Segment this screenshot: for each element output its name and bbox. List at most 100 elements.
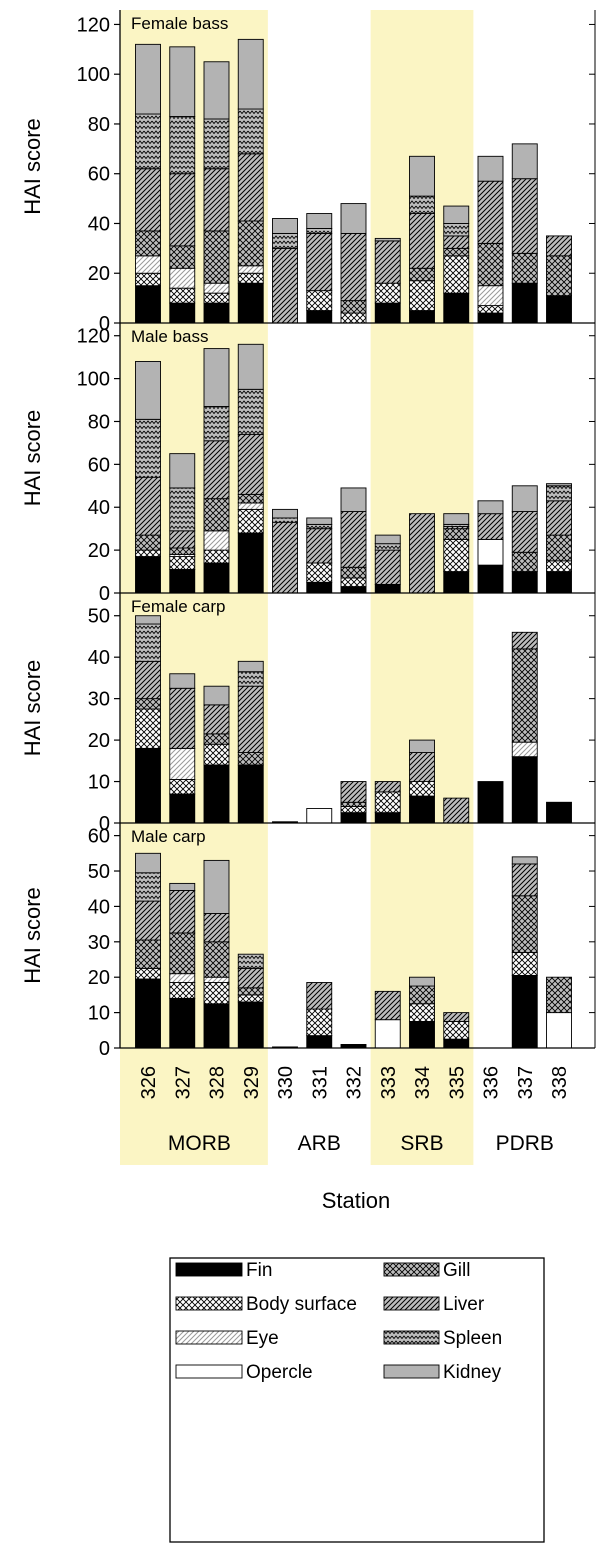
y-tick-label: 120: [77, 14, 110, 36]
bar-segment-kidney: [306, 213, 333, 229]
bar-stack-333: [374, 237, 401, 324]
bar-segment-fin: [374, 812, 401, 824]
bar-segment-kidney: [511, 143, 538, 180]
bar-segment-kidney: [169, 882, 196, 891]
bar-stack-329: [237, 660, 264, 824]
bar-segment-gill: [237, 987, 264, 996]
bar-stack-334: [409, 155, 435, 324]
legend-label-gill: Gill: [443, 1260, 470, 1281]
bar-segment-fin: [135, 556, 161, 594]
station-tick-label: 335: [446, 1066, 468, 1099]
bar-segment-liver: [409, 752, 435, 782]
bar-segment-spleen: [135, 623, 161, 662]
basin-label-arb: ARB: [298, 1132, 341, 1155]
legend-swatch-body: [175, 1296, 243, 1311]
bar-stack-338: [546, 801, 572, 824]
bar-segment-body-surface: [203, 982, 230, 1005]
bar-segment-spleen: [237, 671, 264, 687]
bar-segment-fin: [511, 282, 538, 324]
y-axis-label: HAI score: [20, 410, 45, 507]
chart-panel-3: 0 10 20 30 40 50 Female carp HAI score: [20, 593, 596, 835]
bar-segment-kidney: [135, 852, 161, 874]
bar-segment-liver: [409, 513, 435, 594]
bar-segment-spleen: [237, 953, 264, 969]
bar-segment-gill: [340, 566, 367, 579]
bar-segment-liver: [306, 232, 333, 292]
bar-segment-spleen: [306, 228, 333, 234]
bar-segment-eye: [203, 976, 230, 983]
bar-stack-331: [306, 808, 333, 824]
bar-segment-kidney: [306, 517, 333, 525]
station-tick-label: 336: [481, 1066, 503, 1099]
bar-segment-fin: [203, 562, 230, 594]
y-tick-label: 10: [88, 1003, 110, 1025]
bar-segment-liver: [237, 685, 264, 753]
legend-label-opercle: Opercle: [246, 1362, 313, 1383]
bar-segment-gill: [169, 932, 196, 975]
bar-segment-body-surface: [340, 805, 367, 814]
bar-segment-body-surface: [443, 255, 470, 294]
bar-stack-328: [203, 859, 230, 1049]
bar-segment-liver: [237, 967, 264, 989]
bar-segment-kidney: [169, 46, 196, 117]
panel-title: Male bass: [131, 327, 208, 346]
bar-segment-liver: [511, 178, 538, 254]
bar-stack-327: [169, 46, 196, 324]
bar-stack-335: [443, 797, 470, 824]
bar-stack-326: [135, 360, 161, 594]
bar-segment-gill: [546, 534, 572, 562]
bar-segment-body-surface: [546, 560, 572, 573]
bar-stack-338: [546, 235, 572, 324]
bar-segment-liver: [374, 781, 401, 793]
y-tick-label: 40: [88, 213, 110, 235]
bar-segment-kidney: [409, 739, 435, 753]
bar-segment-gill: [203, 498, 230, 532]
bar-segment-eye: [237, 502, 264, 510]
bar-segment-eye: [203, 530, 230, 551]
bar-segment-gill: [340, 801, 367, 807]
bar-segment-kidney: [511, 485, 538, 512]
bar-segment-eye: [237, 265, 264, 274]
y-tick-label: 80: [88, 114, 110, 136]
bar-segment-liver: [272, 247, 298, 324]
bar-segment-gill: [511, 648, 538, 743]
x-axis-title: Station: [322, 1188, 391, 1213]
bar-segment-liver: [203, 913, 230, 943]
station-tick-label: 338: [549, 1066, 571, 1099]
bar-segment-body-surface: [203, 292, 230, 304]
station-tick-label: 330: [275, 1066, 297, 1099]
bar-stack-326: [135, 615, 161, 824]
y-tick-label: 60: [88, 164, 110, 186]
bar-segment-gill: [169, 547, 196, 555]
chart-panel-2: 0 20 40 60 80 100 120 Male bass HAI score: [20, 323, 596, 605]
bar-stack-330: [272, 508, 298, 594]
bar-segment-body-surface: [237, 508, 264, 534]
y-tick-label: 20: [88, 967, 110, 989]
y-tick-label: 100: [77, 64, 110, 86]
station-tick-label: 331: [309, 1066, 331, 1099]
station-tick-label: 332: [344, 1066, 366, 1099]
bar-segment-fin: [374, 302, 401, 324]
bar-segment-opercle: [306, 808, 333, 824]
bar-stack-332: [340, 487, 367, 594]
bar-segment-liver: [203, 440, 230, 500]
bar-segment-fin: [169, 568, 196, 594]
bar-segment-kidney: [237, 343, 264, 390]
bar-segment-spleen: [169, 487, 196, 532]
y-tick-label: 120: [77, 326, 110, 348]
bar-segment-body-surface: [169, 556, 196, 570]
bar-segment-spleen: [135, 418, 161, 478]
bar-segment-body-surface: [203, 743, 230, 766]
y-tick-label: 80: [88, 411, 110, 433]
bar-segment-fin: [306, 310, 333, 324]
bar-segment-liver: [340, 511, 367, 568]
bar-segment-gill: [135, 230, 161, 257]
y-tick-label: 20: [88, 263, 110, 285]
y-tick-label: 0: [99, 313, 110, 335]
bar-segment-fin: [237, 532, 264, 594]
bar-segment-fin: [546, 571, 572, 594]
bar-stack-327: [169, 882, 196, 1049]
bar-segment-liver: [169, 890, 196, 934]
y-tick-label: 60: [88, 454, 110, 476]
